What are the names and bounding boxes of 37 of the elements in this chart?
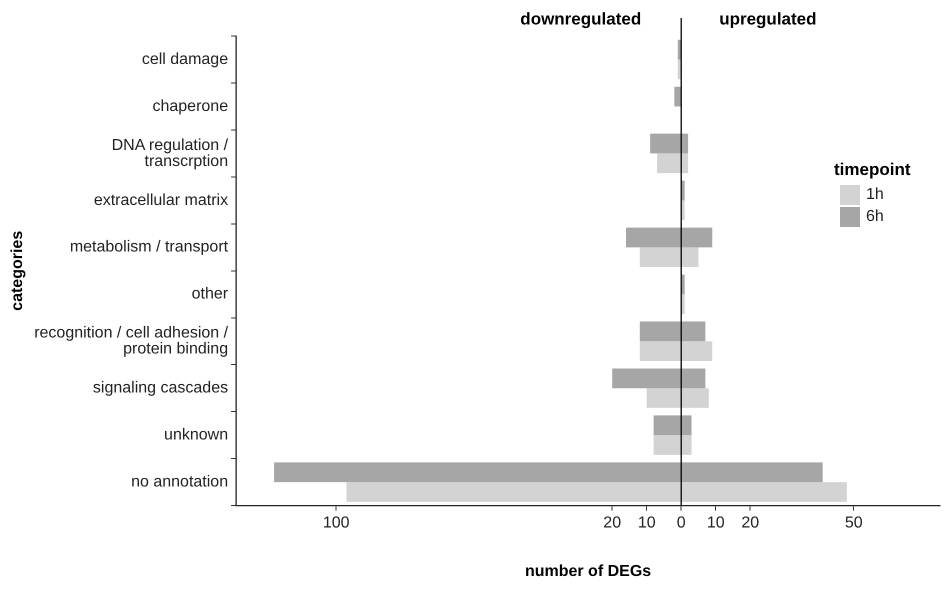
y-tick-label: DNA regulation / transcrption (112, 136, 229, 170)
x-tick-label: 50 (844, 514, 863, 532)
y-tick-label: no annotation (131, 474, 228, 491)
bar (674, 86, 681, 106)
bar (626, 228, 712, 248)
annotation: downregulated (520, 10, 642, 29)
legend-title: timepoint (834, 160, 912, 180)
annotation: upregulated (719, 10, 817, 29)
bar (640, 322, 706, 342)
x-axis-title: number of DEGs (524, 562, 652, 580)
y-tick-label: cell damage (142, 50, 228, 68)
y-tick-label: unknown (164, 426, 228, 444)
x-tick-label: 0 (676, 514, 686, 532)
bar (650, 134, 688, 154)
bar (646, 388, 709, 408)
bar (657, 153, 688, 174)
x-tick-label: 10 (706, 514, 725, 532)
legend-label: 1h (866, 186, 884, 204)
bar (612, 368, 706, 388)
y-tick-label: other (192, 286, 229, 303)
x-tick-label: 100 (322, 514, 350, 532)
x-tick-label: 20 (741, 514, 760, 532)
bar (346, 482, 847, 502)
x-tick-label: 20 (603, 514, 622, 532)
bar (654, 415, 692, 436)
bar (654, 435, 692, 455)
y-axis-title: categories (9, 230, 26, 311)
legend-label: 6h (866, 208, 884, 226)
bar (640, 247, 698, 268)
bar (640, 341, 712, 361)
y-tick-label: metabolism / transport (70, 238, 229, 256)
bar (274, 462, 823, 482)
y-tick-label: recognition / cell adhesion / protein binding (34, 324, 229, 358)
y-tick-label: chaperone (152, 98, 228, 115)
y-tick-label: signaling cascades (92, 380, 228, 397)
x-tick-label: 10 (638, 514, 656, 532)
y-tick-label: extracellular matrix (94, 192, 228, 209)
